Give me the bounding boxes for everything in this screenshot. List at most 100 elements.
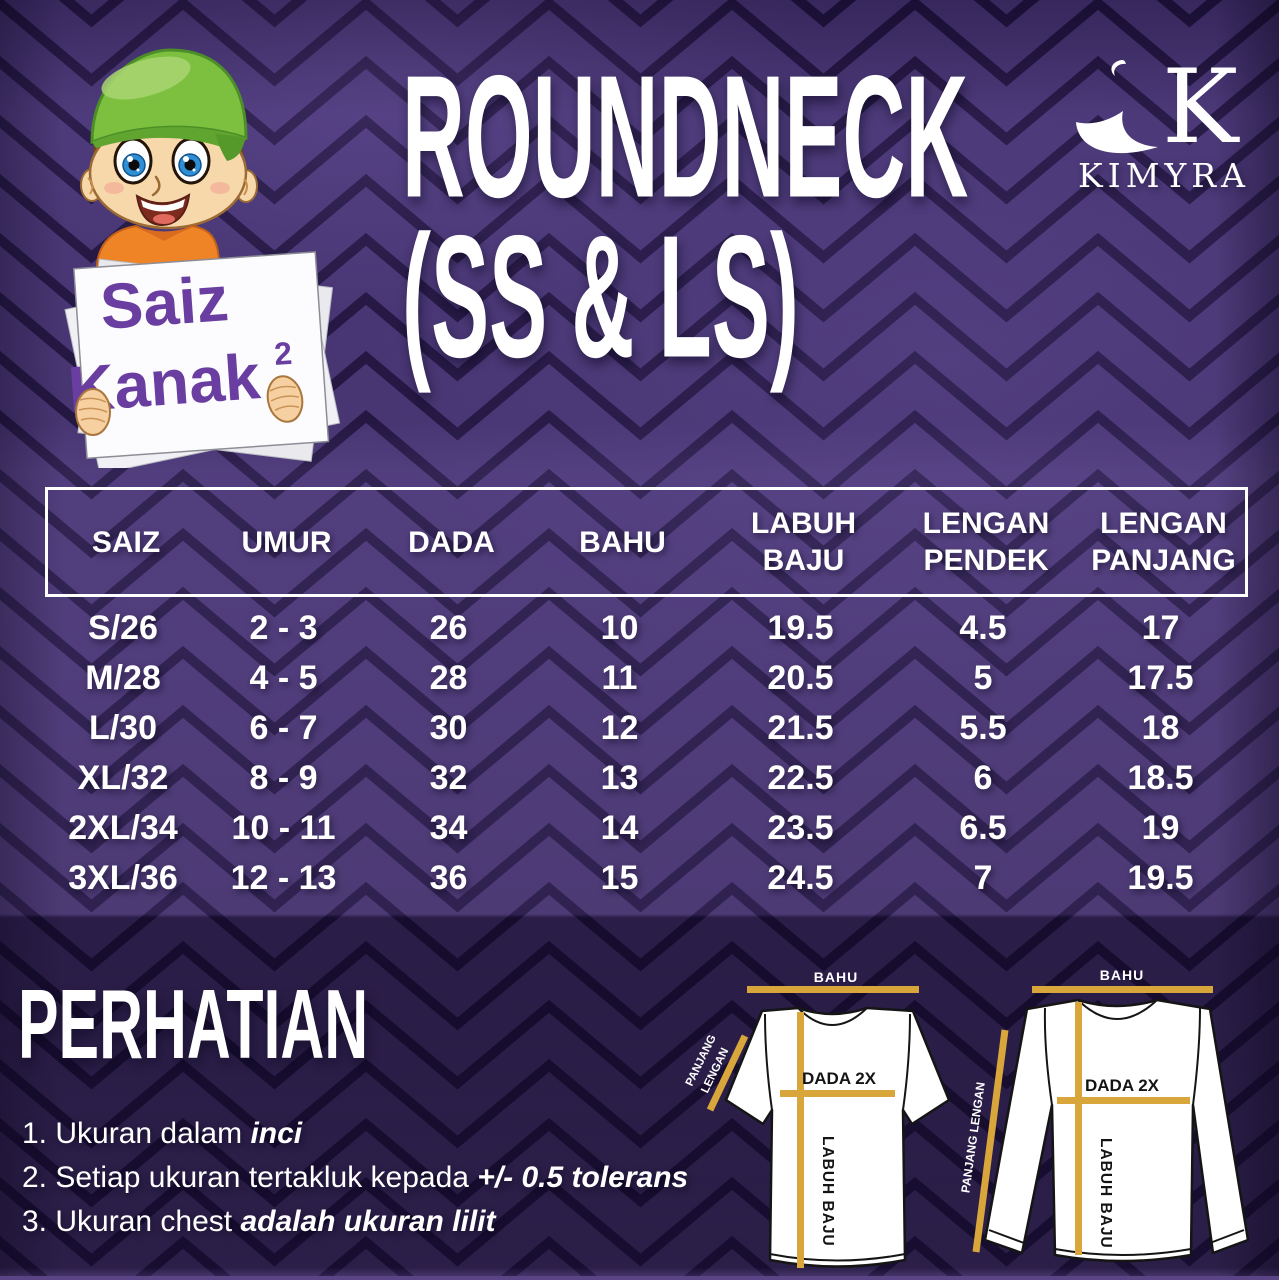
table-cell: 18.5: [1127, 758, 1194, 797]
boy-hand-right: [266, 375, 304, 423]
table-cell: 6.5: [959, 808, 1007, 847]
bahu-label-short: BAHU: [814, 969, 858, 985]
table-cell: 19: [1141, 808, 1180, 847]
labuh-label-long: LABUH BAJU: [1097, 1138, 1114, 1249]
table-cell: L/30: [88, 708, 158, 747]
table-cell: 2XL/34: [68, 808, 178, 847]
long-sleeve-diagram: BAHU DADA 2X LABUH BAJU PANJANG LENGAN: [960, 967, 1250, 1263]
size-table: SAIZ UMUR DADA BAHU LABUH BAJU LENGAN PENDEK LEN…: [45, 487, 1248, 903]
notice-item: 1. Ukuran dalam inci: [22, 1117, 303, 1150]
boy-hand-left: [75, 388, 111, 436]
table-cell: 30: [429, 708, 468, 747]
badge-text-superscript: 2: [273, 335, 293, 372]
column-header: LABUH BAJU: [751, 507, 856, 577]
table-cell: 10: [600, 608, 639, 647]
boy-eye-left: [113, 137, 153, 185]
long-sleeve-seams: [988, 999, 1245, 1256]
notice-heading: PERHATIAN: [18, 969, 369, 1080]
table-row: XL/32 8 - 9 32 13 22.5 6 18.5: [45, 753, 1248, 803]
title-line1: ROUNDNECK: [402, 39, 969, 234]
table-cell: 36: [429, 858, 468, 897]
dada-label-long: DADA 2X: [1085, 1076, 1160, 1095]
table-cell: 17.5: [1127, 658, 1194, 697]
table-cell: 4 - 5: [249, 658, 318, 697]
column-header: SAIZ: [91, 525, 161, 559]
dada-label-short: DADA 2X: [802, 1069, 877, 1088]
labuh-measure-line-short: [797, 1012, 804, 1268]
bottom-edge-strip: [0, 1276, 1279, 1280]
table-row: S/26 2 - 3 26 10 19.5 4.5 17: [45, 603, 1248, 653]
bahu-measure-line-short: [747, 986, 919, 993]
short-sleeve-diagram: BAHU DADA 2X LABUH BAJU PANJANG LENGAN: [685, 969, 951, 1268]
column-header: UMUR: [241, 525, 332, 559]
badge-text-line1: Saiz: [98, 262, 231, 343]
notice-list: 1. Ukuran dalam inci 2. Setiap ukuran ter…: [22, 1112, 782, 1244]
bahu-label-long: BAHU: [1100, 967, 1144, 983]
panjang-measure-line-short: [706, 1034, 749, 1112]
labuh-label-short: LABUH BAJU: [819, 1136, 836, 1247]
table-cell: 11: [601, 658, 638, 697]
boy-eye-right: [171, 137, 211, 185]
table-cell: 12: [600, 708, 639, 747]
short-sleeve-seams: [764, 1007, 911, 1262]
panjang-measure-line-long: [972, 1029, 1009, 1253]
long-sleeve-shirt: [983, 998, 1250, 1263]
column-header: BAHU: [579, 525, 666, 559]
svg-text:K: K: [1162, 48, 1240, 156]
boy-cap: [90, 48, 248, 161]
sk-monogram-icon: K: [1076, 48, 1240, 156]
table-cell: S/26: [88, 608, 158, 647]
brand-name: KIMYRA: [1078, 156, 1250, 195]
table-cell: 26: [429, 608, 468, 647]
table-cell: 23.5: [767, 808, 834, 847]
table-cell: 13: [600, 758, 639, 797]
notice-item: 3. Ukuran chest adalah ukuran lilit: [22, 1205, 496, 1238]
table-cell: 4.5: [959, 608, 1007, 647]
poster-title: ROUNDNECK (SS & LS): [402, 0, 1002, 420]
table-cell: 18: [1141, 708, 1180, 747]
brand-logo: K KIMYRA: [1062, 30, 1262, 195]
table-cell: 21.5: [767, 708, 834, 747]
badge-paper: Saiz Kanak 2: [64, 251, 341, 468]
table-row: 3XL/36 12 - 13 36 15 24.5 7 19.5: [45, 853, 1248, 903]
size-table-body: S/26 2 - 3 26 10 19.5 4.5 17 M/28 4 - 5 28 11 20.5 5…: [45, 603, 1248, 903]
column-header: DADA: [408, 525, 495, 559]
short-sleeve-shirt: [724, 1006, 951, 1268]
table-cell: 19.5: [767, 608, 834, 647]
dada-measure-line-long: [1057, 1097, 1190, 1104]
table-row: 2XL/34 10 - 11 34 14 23.5 6.5 19: [45, 803, 1248, 853]
labuh-measure-line-long: [1075, 1002, 1082, 1255]
table-cell: 6: [973, 758, 993, 797]
table-cell: 10 - 11: [231, 808, 336, 847]
table-cell: M/28: [85, 658, 161, 697]
column-header: LENGAN PENDEK: [922, 507, 1050, 577]
table-cell: 2 - 3: [249, 608, 318, 647]
size-table-header: SAIZ UMUR DADA BAHU LABUH BAJU LENGAN PENDEK LEN…: [45, 487, 1248, 597]
table-cell: 34: [429, 808, 468, 847]
column-header: LENGAN PANJANG: [1091, 507, 1236, 577]
table-cell: 24.5: [767, 858, 834, 897]
table-cell: 22.5: [767, 758, 834, 797]
title-line2: (SS & LS): [402, 199, 799, 394]
table-cell: 7: [973, 858, 993, 897]
table-row: M/28 4 - 5 28 11 20.5 5 17.5: [45, 653, 1248, 703]
boy-mascot-illustration: Saiz Kanak 2: [64, 48, 341, 468]
table-cell: XL/32: [77, 758, 169, 797]
table-row: L/30 6 - 7 30 12 21.5 5.5 18: [45, 703, 1248, 753]
table-cell: 5: [973, 658, 993, 697]
dada-measure-line-short: [780, 1090, 895, 1097]
table-cell: 5.5: [959, 708, 1007, 747]
table-cell: 17: [1141, 608, 1180, 647]
table-cell: 6 - 7: [249, 708, 318, 747]
table-cell: 12 - 13: [230, 858, 337, 897]
notice-item: 2. Setiap ukuran tertakluk kepada +/- 0.…: [22, 1161, 689, 1194]
boy-smile: [135, 193, 191, 227]
table-cell: 3XL/36: [68, 858, 178, 897]
table-cell: 15: [600, 858, 639, 897]
table-cell: 19.5: [1127, 858, 1194, 897]
table-cell: 32: [429, 758, 468, 797]
table-cell: 28: [429, 658, 468, 697]
bahu-measure-line-long: [1032, 986, 1213, 993]
table-cell: 8 - 9: [249, 758, 318, 797]
